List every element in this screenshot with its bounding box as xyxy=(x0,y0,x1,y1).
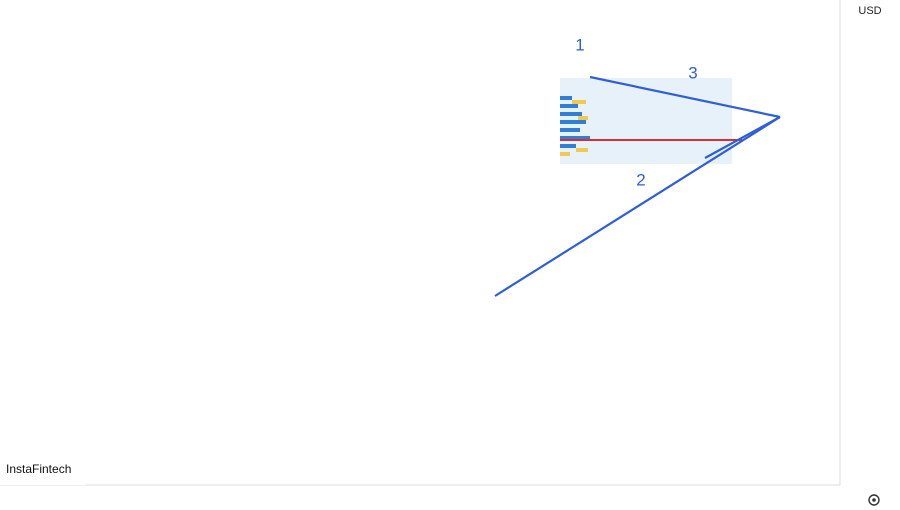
volume-profile-area xyxy=(560,78,732,164)
profile-bar xyxy=(576,148,588,152)
annotation: 3 xyxy=(688,63,697,82)
profile-bar xyxy=(560,112,582,116)
brand: InstaFintech xyxy=(6,462,71,476)
brand-bg xyxy=(0,455,86,485)
currency: USD xyxy=(858,5,881,17)
profile-bar xyxy=(560,128,580,132)
settings-icon-dot xyxy=(872,498,876,502)
profile-bar xyxy=(560,96,572,100)
price-axis-bg xyxy=(840,0,900,510)
profile-bar xyxy=(560,136,590,140)
annotation: 2 xyxy=(636,170,645,189)
profile-bar xyxy=(578,116,588,120)
volume-profile xyxy=(560,96,590,156)
trend-line xyxy=(704,116,781,159)
profile-bar xyxy=(560,120,586,124)
annotation: 1 xyxy=(575,35,584,54)
profile-bar xyxy=(572,100,586,104)
profile-bar xyxy=(560,152,570,156)
trend-line xyxy=(494,116,781,297)
trend-line xyxy=(589,75,781,119)
triangle xyxy=(494,75,781,297)
profile-bar xyxy=(560,104,578,108)
profile-bar xyxy=(560,144,576,148)
settings-icon[interactable] xyxy=(868,494,880,506)
